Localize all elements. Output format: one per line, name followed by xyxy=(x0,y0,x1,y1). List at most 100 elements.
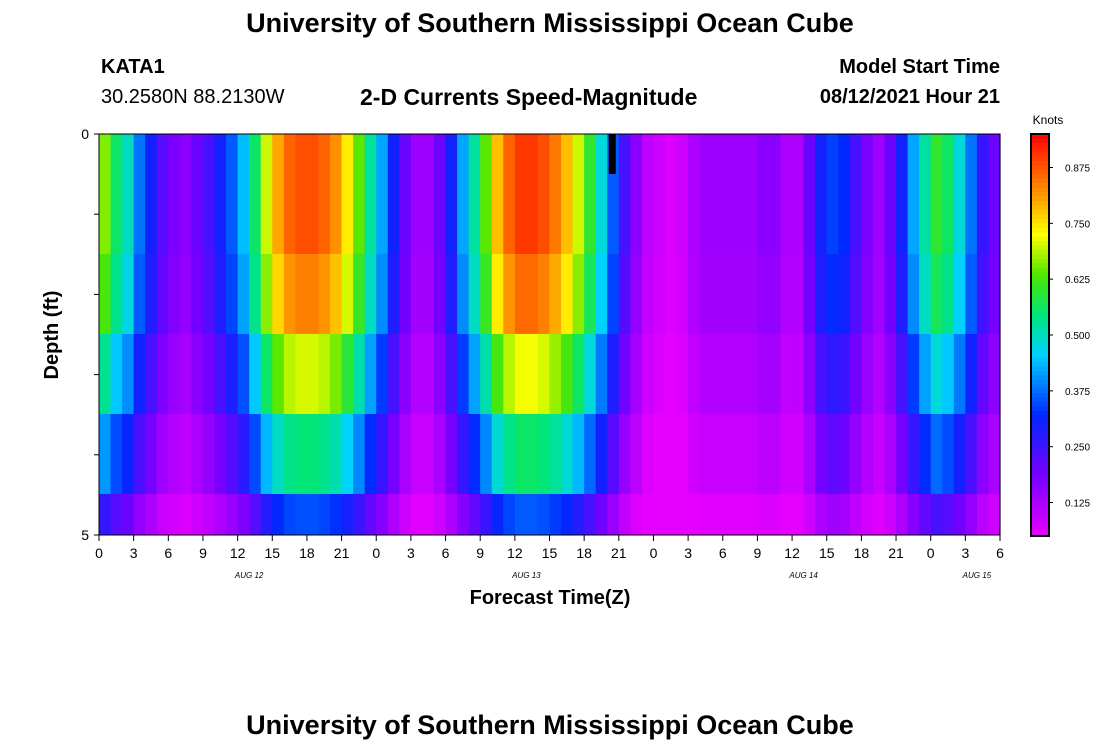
heatmap-cell xyxy=(641,174,655,254)
heatmap-cell xyxy=(722,334,735,414)
heatmap-cell xyxy=(214,334,227,414)
heatmap-cell xyxy=(422,254,435,334)
heatmap-cell xyxy=(699,254,712,334)
colorbar-segment xyxy=(1031,406,1049,412)
heatmap-cell xyxy=(665,414,678,494)
heatmap-cell xyxy=(919,174,932,254)
colorbar-segment xyxy=(1031,486,1049,492)
heatmap-cell xyxy=(815,494,828,535)
heatmap-cell xyxy=(884,174,897,254)
heatmap-cell xyxy=(653,414,666,494)
heatmap-cell xyxy=(815,134,828,174)
heatmap-cell xyxy=(838,494,851,535)
colorbar-segment xyxy=(1031,290,1049,296)
x-axis: 0 3 6 9 12 15 18 21 0 3 6 9 12 15 18 21 0 3 6 9 12 15 18 21 0 3 6 A… xyxy=(95,535,1004,580)
heatmap-cell xyxy=(618,134,631,174)
x-tick-label: 18 xyxy=(299,545,315,561)
heatmap-cell xyxy=(410,174,424,254)
date-label: AUG 14 xyxy=(788,571,818,580)
colorbar-segment xyxy=(1031,281,1049,287)
heatmap-cell xyxy=(896,414,909,494)
colorbar-segment xyxy=(1031,442,1049,448)
heatmap-cell xyxy=(179,254,193,334)
heatmap-cell xyxy=(480,174,493,254)
heatmap-cell xyxy=(861,254,874,334)
heatmap-cell xyxy=(745,414,759,494)
heatmap-cell xyxy=(306,254,320,334)
heatmap-cell xyxy=(572,134,585,174)
heatmap-cell xyxy=(676,414,689,494)
heatmap-cell xyxy=(503,414,516,494)
colorbar-segment xyxy=(1031,263,1049,269)
heatmap-cell xyxy=(641,494,655,535)
heatmap-cell xyxy=(699,414,712,494)
heatmap-cell xyxy=(433,134,447,174)
heatmap-cell xyxy=(330,134,343,174)
heatmap-cell xyxy=(780,414,793,494)
colorbar-segment xyxy=(1031,223,1049,229)
colorbar-segment xyxy=(1031,464,1049,470)
heatmap-cell xyxy=(838,174,851,254)
heatmap-cell xyxy=(468,134,481,174)
heatmap-cell xyxy=(595,254,608,334)
heatmap-cell xyxy=(919,334,932,414)
heatmap-cell xyxy=(561,334,574,414)
heatmap-cell xyxy=(237,134,250,174)
heatmap-cell xyxy=(433,334,447,414)
heatmap-cell xyxy=(295,134,308,174)
heatmap-cell xyxy=(734,494,747,535)
heatmap-cell xyxy=(353,134,366,174)
heatmap-cell xyxy=(364,134,377,174)
heatmap-cell xyxy=(965,334,978,414)
heatmap-cell xyxy=(214,414,227,494)
heatmap-cell xyxy=(387,134,400,174)
colorbar-segment xyxy=(1031,312,1049,318)
heatmap-cell xyxy=(433,254,447,334)
heatmap-cell xyxy=(792,414,805,494)
colorbar-segment xyxy=(1031,513,1049,519)
colorbar-segment xyxy=(1031,276,1049,282)
colorbar-segment xyxy=(1031,361,1049,367)
page-title: University of Southern Mississippi Ocean… xyxy=(246,8,854,38)
heatmap-cell xyxy=(711,254,724,334)
heatmap-cell xyxy=(260,134,273,174)
heatmap-cell xyxy=(676,334,689,414)
heatmap-cell xyxy=(295,494,308,535)
heatmap-cell xyxy=(514,494,527,535)
heatmap-cell xyxy=(341,174,354,254)
x-tick-label: 12 xyxy=(230,545,246,561)
heatmap-cell xyxy=(503,134,516,174)
colorbar-segment xyxy=(1031,308,1049,314)
heatmap-cell xyxy=(665,494,678,535)
heatmap-cell xyxy=(907,254,920,334)
heatmap-cell xyxy=(641,254,655,334)
heatmap-cell xyxy=(699,494,712,535)
heatmap-cell xyxy=(99,174,112,254)
colorbar-segment xyxy=(1031,214,1049,220)
heatmap-cell xyxy=(480,134,493,174)
heatmap-cell xyxy=(780,134,793,174)
heatmap-cell xyxy=(387,174,400,254)
heatmap-cell xyxy=(953,174,966,254)
colorbar-segment xyxy=(1031,245,1049,251)
heatmap-cell xyxy=(919,494,932,535)
heatmap-cell xyxy=(595,494,608,535)
colorbar-segment xyxy=(1031,473,1049,479)
heatmap-cell xyxy=(445,414,458,494)
heatmap-cell xyxy=(156,134,169,174)
heatmap-cell xyxy=(249,334,262,414)
heatmap-cell xyxy=(907,134,920,174)
heatmap-cell xyxy=(803,174,816,254)
heatmap-cell xyxy=(133,174,146,254)
heatmap-cell xyxy=(618,494,631,535)
colorbar-segment xyxy=(1031,375,1049,381)
heatmap-cell xyxy=(618,334,631,414)
heatmap-cell xyxy=(376,494,389,535)
heatmap-cell xyxy=(722,414,735,494)
heatmap-cell xyxy=(353,174,366,254)
heatmap-cell xyxy=(156,494,169,535)
heatmap-cell xyxy=(445,134,458,174)
colorbar-segment xyxy=(1031,419,1049,425)
heatmap-cell xyxy=(168,494,181,535)
heatmap-cell xyxy=(445,334,458,414)
